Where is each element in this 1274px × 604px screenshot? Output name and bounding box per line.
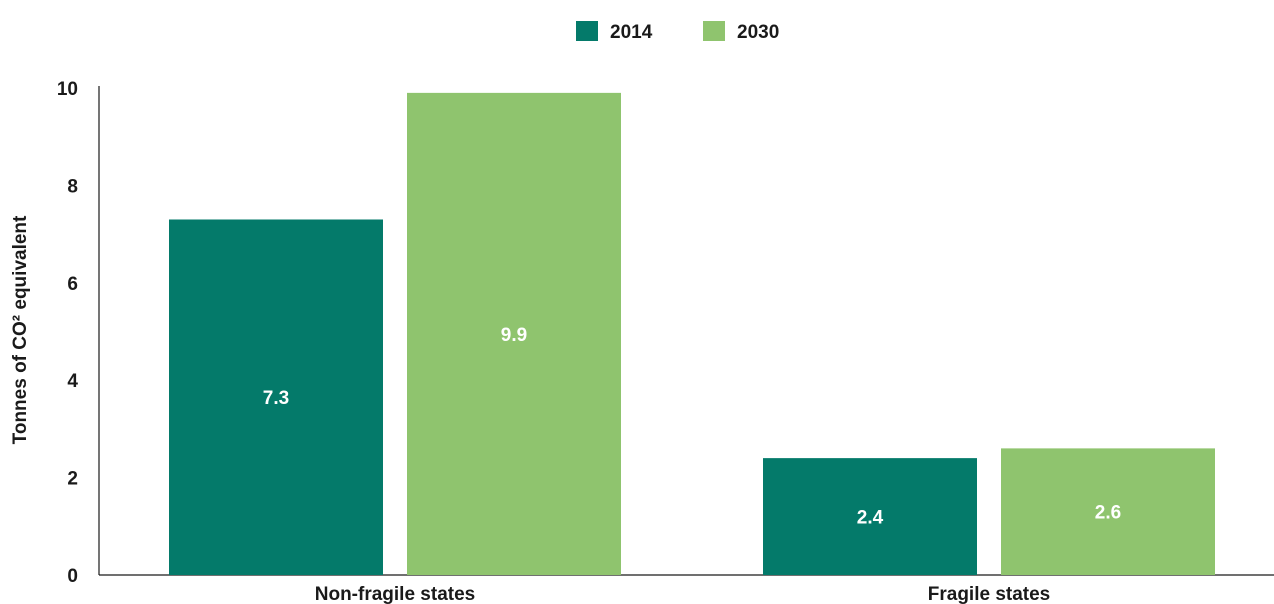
y-tick-label: 2 bbox=[67, 469, 78, 490]
data-label: 7.3 bbox=[263, 388, 289, 409]
bar-2030-non-fragile bbox=[407, 92, 621, 576]
bar-2014-non-fragile bbox=[169, 219, 383, 576]
bar-2030-fragile bbox=[1001, 448, 1215, 575]
y-tick-label: 6 bbox=[67, 274, 78, 295]
y-axis-ticks: 0 2 4 6 8 10 bbox=[57, 79, 79, 587]
bar-2014-fragile bbox=[763, 458, 977, 575]
y-tick-label: 10 bbox=[57, 79, 78, 100]
data-label: 2.6 bbox=[1095, 503, 1121, 524]
y-tick-label: 4 bbox=[67, 371, 78, 392]
legend: 2014 2030 bbox=[576, 21, 779, 43]
x-category-label: Fragile states bbox=[928, 584, 1051, 604]
legend-swatch-2014 bbox=[576, 21, 598, 41]
x-category-label: Non-fragile states bbox=[315, 584, 475, 604]
y-tick-label: 8 bbox=[67, 176, 78, 197]
y-axis-title: Tonnes of CO² equivalent bbox=[10, 215, 31, 444]
legend-swatch-2030 bbox=[703, 21, 725, 41]
x-axis-categories: Non-fragile states Fragile states bbox=[315, 584, 1050, 604]
y-tick-label: 0 bbox=[67, 566, 78, 587]
legend-label: 2014 bbox=[610, 22, 653, 43]
data-label: 2.4 bbox=[857, 508, 884, 529]
legend-label: 2030 bbox=[737, 22, 779, 43]
bars: 7.3 9.9 2.4 2.6 bbox=[169, 92, 1215, 576]
data-label: 9.9 bbox=[501, 325, 527, 346]
